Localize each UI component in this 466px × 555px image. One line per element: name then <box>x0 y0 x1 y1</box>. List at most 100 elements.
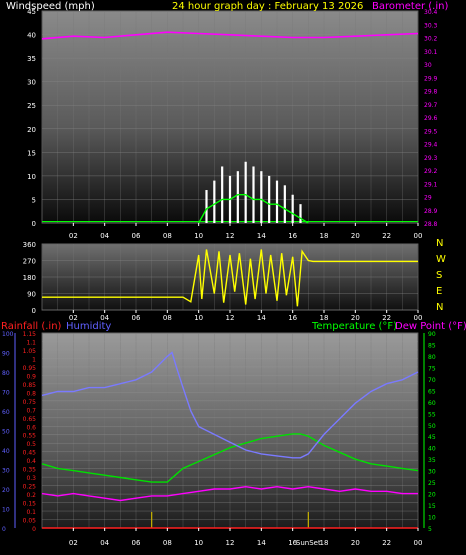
rainfall-tick-label: 0.9 <box>26 373 36 380</box>
x-tick-label: 04 <box>100 232 109 240</box>
direction-tick-label: 360 <box>23 241 36 249</box>
chart-title: 24 hour graph day : February 13 2026 <box>172 1 364 12</box>
sunset-label: SunSet <box>296 539 321 547</box>
x-tick-label: 20 <box>351 539 360 547</box>
x-tick-label: 04 <box>100 314 109 322</box>
rainfall-tick-label: 1.05 <box>23 348 37 355</box>
temperature-tick-label: 50 <box>428 423 436 430</box>
x-tick-label: 00 <box>414 232 423 240</box>
temperature-tick-label: 15 <box>428 503 436 510</box>
humidity-tick-label: 90 <box>2 351 10 358</box>
x-tick-label: 16 <box>288 539 297 547</box>
windspeed-tick-label: 25 <box>27 102 36 110</box>
rainfall-tick-label: 0.55 <box>23 433 37 440</box>
x-tick-label: 14 <box>257 314 266 322</box>
x-tick-label: 10 <box>194 539 203 547</box>
barometer-tick-label: 30.1 <box>424 49 438 56</box>
x-tick-label: 22 <box>382 539 391 547</box>
humidity-tick-label: 80 <box>2 370 10 377</box>
x-tick-label: 12 <box>226 232 235 240</box>
windspeed-tick-label: 0 <box>32 220 36 228</box>
windspeed-tick-label: 5 <box>32 196 36 204</box>
barometer-tick-label: 29 <box>424 195 432 202</box>
rainfall-tick-label: 0.1 <box>26 509 36 516</box>
temperature-tick-label: 40 <box>428 446 436 453</box>
x-tick-label: 02 <box>69 539 78 547</box>
wind-average-line <box>198 193 309 224</box>
x-tick-label: 02 <box>69 314 78 322</box>
x-tick-label: 22 <box>382 232 391 240</box>
direction-tick-label: 0 <box>32 307 36 315</box>
dewpoint-axis-label: Dew Point (°F) <box>395 321 466 332</box>
rainfall-tick-label: 0.7 <box>26 407 36 414</box>
direction-tick-label: 180 <box>23 274 36 282</box>
humidity-axis-label: Humidity <box>66 321 112 332</box>
temperature-tick-label: 75 <box>428 365 436 372</box>
temperature-tick-label: 70 <box>428 377 436 384</box>
temperature-tick-label: 85 <box>428 342 436 349</box>
barometer-tick-label: 29.8 <box>424 89 438 96</box>
barometer-tick-label: 28.9 <box>424 208 438 215</box>
x-tick-label: 12 <box>226 314 235 322</box>
temperature-tick-label: 60 <box>428 400 436 407</box>
humidity-tick-label: 40 <box>2 448 10 455</box>
rainfall-axis-label: Rainfall (.in) <box>1 321 62 332</box>
rainfall-tick-label: 0.5 <box>26 441 36 448</box>
rainfall-tick-label: 0.05 <box>23 518 37 525</box>
temperature-tick-label: 55 <box>428 411 436 418</box>
x-tick-label: 18 <box>320 232 329 240</box>
x-tick-label: 18 <box>320 539 329 547</box>
x-tick-label: 22 <box>382 314 391 322</box>
humidity-line <box>41 351 419 459</box>
direction-letter-n-top: N <box>436 238 444 249</box>
humidity-tick-label: 70 <box>2 390 10 397</box>
direction-letter-s: S <box>436 270 443 281</box>
barometer-axis-label: Barometer (.in) <box>372 1 449 12</box>
humidity-tick-label: 30 <box>2 468 10 475</box>
rainfall-tick-label: 0.25 <box>23 484 37 491</box>
barometer-tick-label: 29.1 <box>424 181 438 188</box>
rainfall-tick-label: 1.1 <box>26 339 36 346</box>
temperature-tick-label: 65 <box>428 388 436 395</box>
barometer-tick-label: 29.2 <box>424 168 438 175</box>
barometer-tick-label: 30.2 <box>424 36 438 43</box>
rainfall-tick-label: 0.85 <box>23 382 37 389</box>
windspeed-tick-label: 15 <box>27 149 36 157</box>
rainfall-tick-label: 0.3 <box>26 475 36 482</box>
barometer-tick-label: 29.9 <box>424 75 438 82</box>
rainfall-tick-label: 0.15 <box>23 501 37 508</box>
windspeed-tick-label: 40 <box>27 32 36 40</box>
humidity-tick-label: 0 <box>2 526 6 533</box>
x-tick-label: 00 <box>414 539 423 547</box>
temperature-line <box>41 433 419 483</box>
x-tick-label: 02 <box>69 232 78 240</box>
barometer-tick-label: 30 <box>424 62 432 69</box>
barometer-tick-label: 29.5 <box>424 128 438 135</box>
rainfall-tick-label: 0.45 <box>23 450 37 457</box>
humidity-tick-label: 50 <box>2 429 10 436</box>
rainfall-tick-label: 0.6 <box>26 424 36 431</box>
direction-tick-label: 270 <box>23 258 36 266</box>
rainfall-tick-label: 1.15 <box>23 331 37 338</box>
x-tick-label: 06 <box>132 314 141 322</box>
barometer-line <box>41 31 419 40</box>
x-tick-label: 16 <box>288 232 297 240</box>
x-tick-label: 06 <box>132 539 141 547</box>
x-tick-label: 20 <box>351 232 360 240</box>
rainfall-tick-label: 0.2 <box>26 492 36 499</box>
x-tick-label: 00 <box>414 314 423 322</box>
temperature-tick-label: 20 <box>428 492 436 499</box>
windspeed-tick-label: 45 <box>27 8 36 16</box>
temperature-tick-label: 5 <box>428 526 432 533</box>
rainfall-tick-label: 0.4 <box>26 458 36 465</box>
windspeed-tick-label: 20 <box>27 126 36 134</box>
temperature-tick-label: 45 <box>428 434 436 441</box>
x-tick-label: 14 <box>257 232 266 240</box>
windspeed-axis-label: Windspeed (mph) <box>6 1 95 12</box>
x-tick-label: 08 <box>163 314 172 322</box>
humidity-tick-label: 20 <box>2 487 10 494</box>
barometer-tick-label: 30.3 <box>424 22 438 29</box>
humidity-tick-label: 100 <box>2 331 14 338</box>
temperature-tick-label: 90 <box>428 331 436 338</box>
